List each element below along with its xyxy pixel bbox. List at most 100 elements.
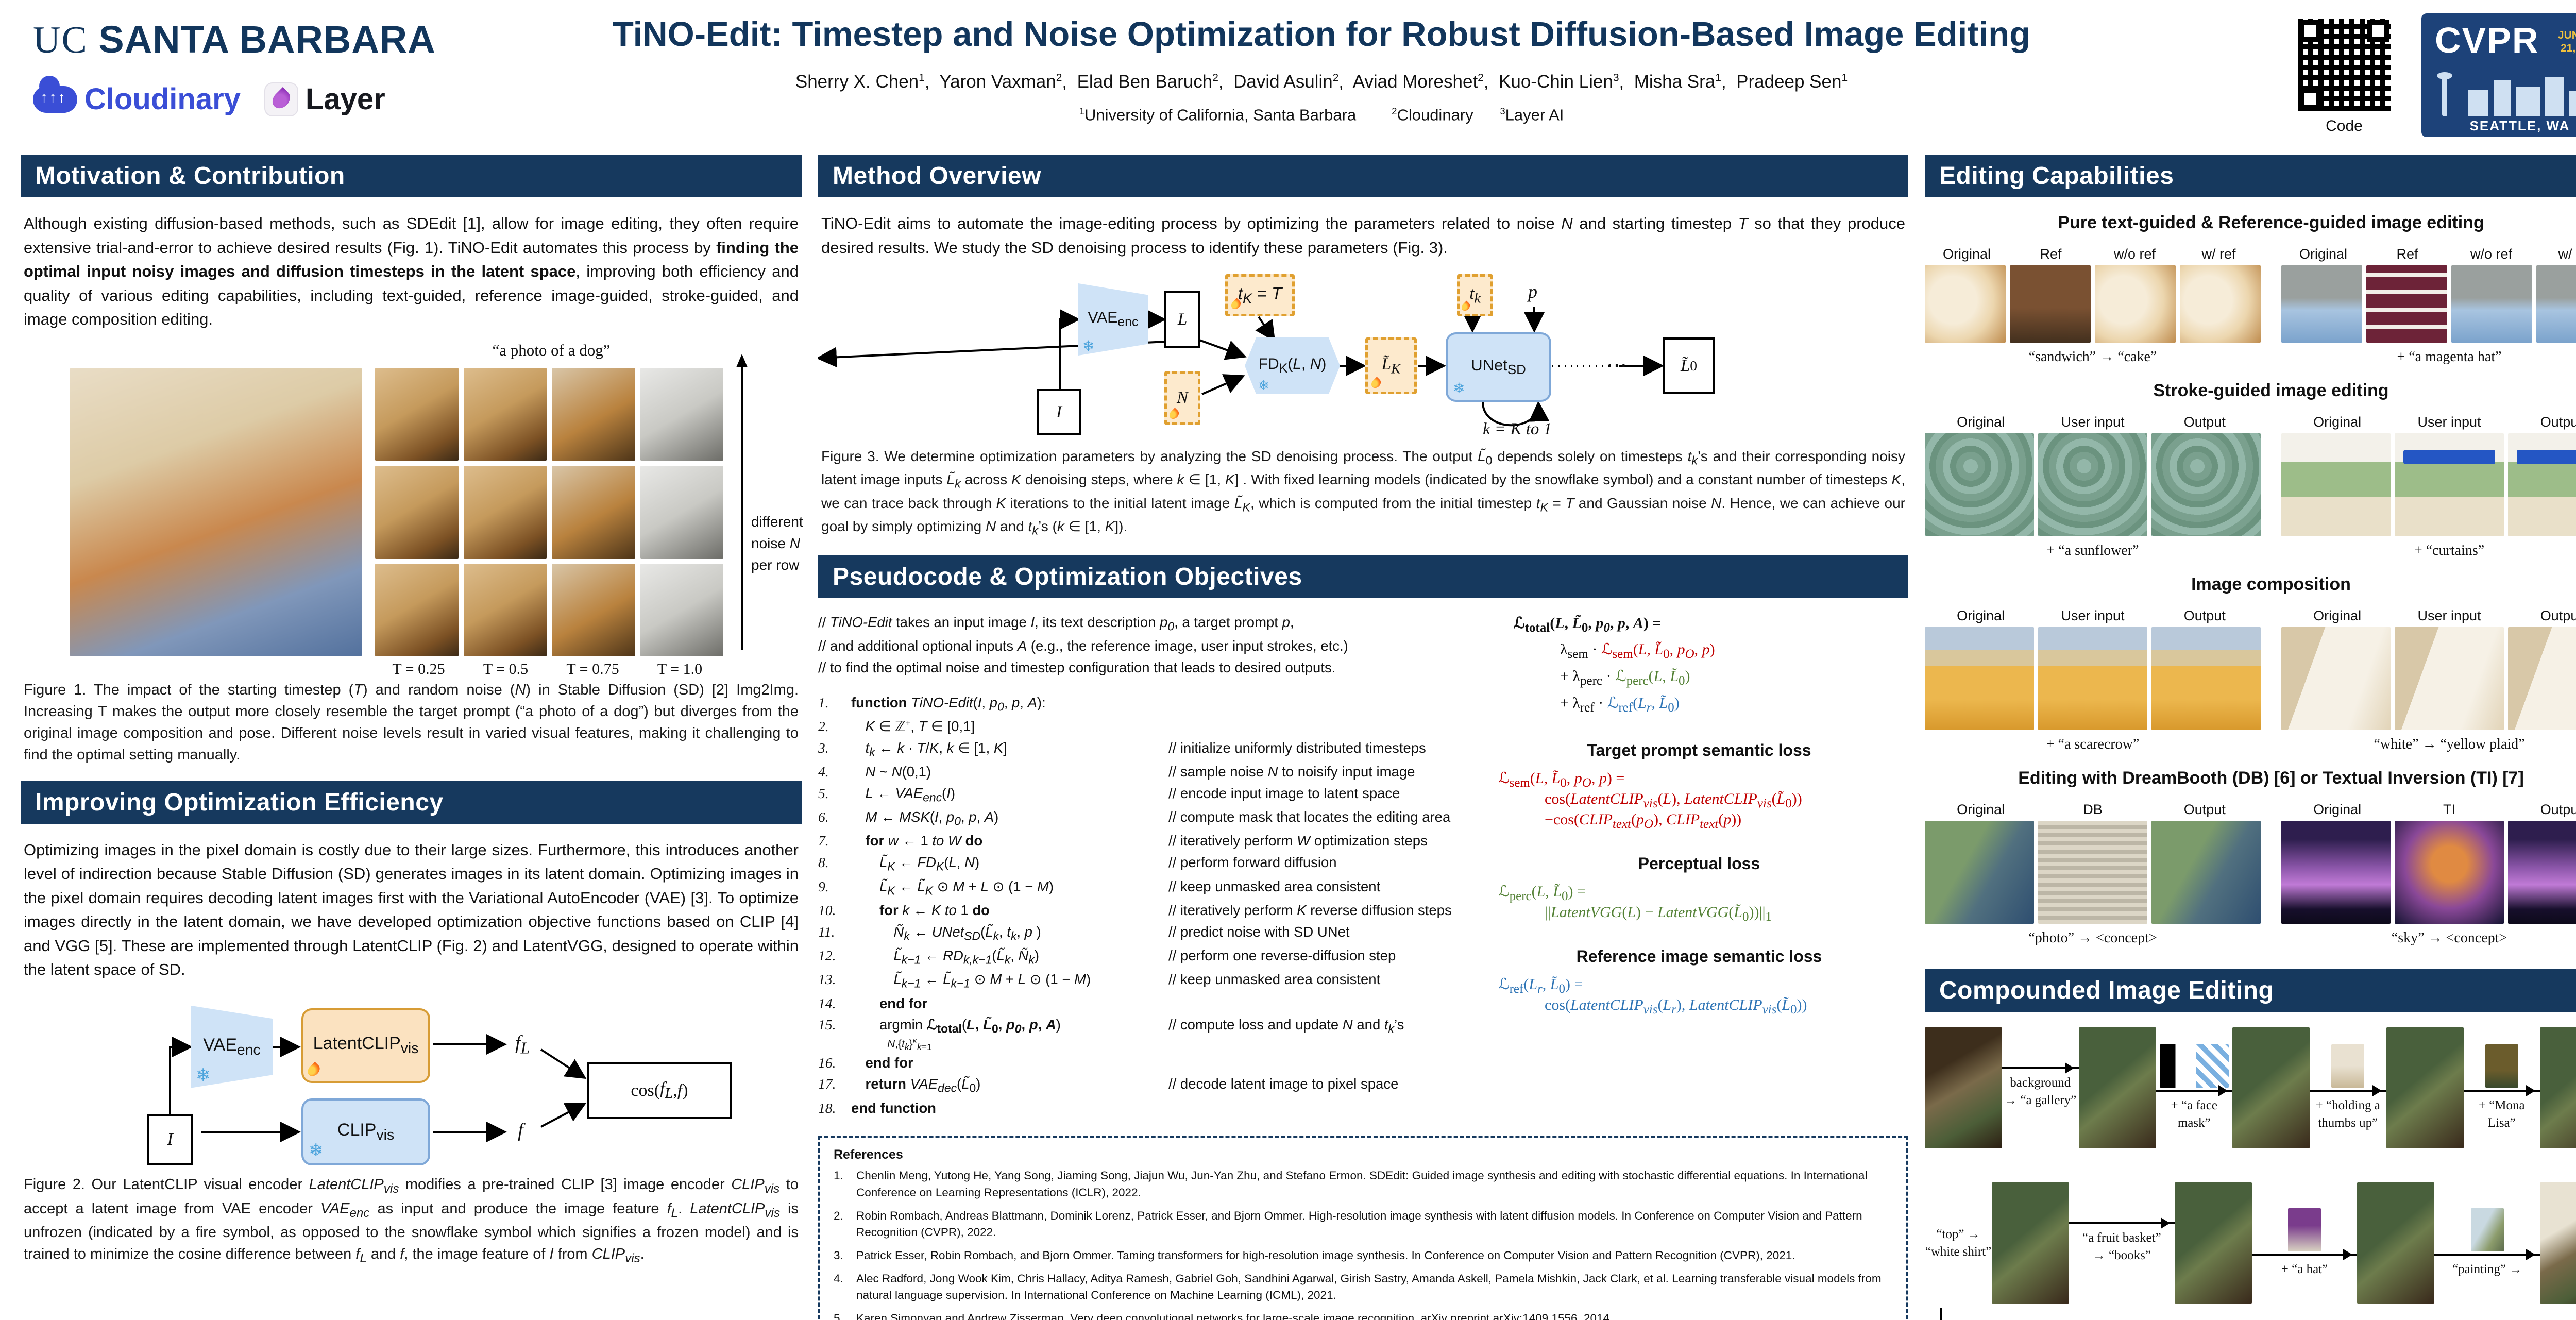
fig3-unet-node: UNetSD ❄	[1446, 332, 1551, 402]
group-caption: + “curtains”	[2414, 543, 2485, 559]
result-image	[2151, 627, 2261, 730]
result-image	[2536, 265, 2576, 343]
flow-side-label: “top” → “white shirt”	[1925, 1227, 1992, 1259]
arrow-right-icon	[2463, 1085, 2540, 1096]
fig3-input-image-node: I	[1037, 389, 1081, 435]
result-image	[2038, 433, 2147, 536]
dog-image	[463, 367, 547, 461]
pseudo-line: 7. for w ← 1 to W do// iteratively perfo…	[818, 833, 1428, 849]
figure2-arrows	[169, 1034, 587, 1142]
group-caption: + “a scarecrow”	[2046, 736, 2140, 752]
flow-step: “a fruit basket” → “books”	[2069, 1217, 2175, 1264]
thumbsup-ref-image	[2331, 1044, 2365, 1088]
motivation-paragraph: Although existing diffusion-based method…	[24, 212, 799, 332]
cvpr-name: CVPR	[2435, 20, 2539, 60]
fig3-vae-label: VAEenc	[1088, 309, 1139, 329]
result-image	[2508, 821, 2576, 924]
sunflower-group: Original User input Output + “a sunflower”	[1925, 405, 2261, 559]
column-right: Editing Capabilities Pure text-guided & …	[1925, 155, 2576, 1320]
section-motivation-title: Motivation & Contribution	[21, 155, 802, 197]
flow-image	[1925, 1027, 2002, 1148]
fig3-loop-label: k = K to 1	[1483, 420, 1552, 438]
vae-enc-node: VAEenc ❄	[191, 1005, 273, 1088]
pseudo-line: 8. L̃K ← FDK(L, N)// perform forward dif…	[818, 854, 1337, 873]
flow-label: background → “a gallery”	[2004, 1075, 2077, 1107]
arrow-right-icon	[2310, 1085, 2386, 1096]
ref-loss-formula: ℒref(Lr, L̃0) = cos(LatentCLIPvis(Lr), L…	[1498, 975, 1807, 1017]
section-method-title: Method Overview	[818, 155, 1908, 197]
dreambooth-groups: Original DB Output “photo” → <concept> Ori…	[1925, 792, 2576, 946]
qr-block: Code	[2293, 15, 2396, 135]
figure1-prompt-label: “a photo of a dog”	[492, 341, 611, 359]
result-image	[2151, 821, 2261, 924]
arrow-right-icon	[2156, 1085, 2232, 1096]
flow-label: + “a hat”	[2281, 1262, 2328, 1276]
flow-step: + “Mona Lisa”	[2463, 1044, 2540, 1132]
fig3-prompt-label: p	[1528, 281, 1537, 302]
pseudo-line: 16. end for	[818, 1054, 913, 1071]
fig3-vae-node: VAEenc ❄	[1078, 283, 1148, 356]
group-caption: “white” → “yellow plaid”	[2374, 736, 2525, 752]
fig3-tkT-label: tK = T	[1238, 283, 1282, 307]
sandwich-group: Original Ref w/o ref w/ ref “sandwich” → “c…	[1925, 237, 2261, 365]
flow-label: + “a face mask”	[2171, 1098, 2217, 1130]
t-label: T = 0.75	[566, 660, 619, 678]
sub-composition-title: Image composition	[2191, 574, 2351, 594]
figure2: VAEenc ❄ LatentCLIPvis CLIPvis ❄ I fL f …	[21, 995, 802, 1165]
flow-step: background → “a gallery”	[2002, 1062, 2079, 1109]
t-label: T = 0.5	[483, 660, 529, 678]
sub-dreambooth-title: Editing with DreamBooth (DB) [6] or Text…	[2018, 768, 2524, 788]
snowflake-icon: ❄	[1453, 380, 1465, 396]
flow-image	[2232, 1027, 2310, 1148]
latentclip-label: LatentCLIPvis	[313, 1034, 419, 1057]
feature-fl-label: fL	[515, 1031, 530, 1057]
pseudo-line: 14. end for	[818, 995, 928, 1011]
result-image	[2281, 627, 2391, 730]
pseudo-line: 9. L̃K ← L̃K ⊙ M + L ⊙ (1 − M)// keep un…	[818, 878, 1381, 898]
flow-image	[2386, 1027, 2464, 1148]
timestep-labels: T = 0.25 T = 0.5 T = 0.75 T = 1.0	[375, 661, 723, 678]
painting-ref-image	[2470, 1208, 2504, 1251]
reference-item: 3. Patrick Esser, Robin Rombach, and Bjor…	[834, 1248, 1795, 1262]
flow-label: “a fruit basket” → “books”	[2082, 1230, 2161, 1262]
textref-groups: Original Ref w/o ref w/ ref “sandwich” → “c…	[1925, 237, 2576, 365]
figure2-caption: Figure 2. Our LatentCLIP visual encoder …	[24, 1176, 799, 1266]
dog-image	[375, 367, 459, 461]
result-image	[2038, 627, 2147, 730]
flow-image	[1992, 1182, 2069, 1304]
result-image	[2281, 821, 2391, 924]
dog-image	[375, 563, 459, 656]
page-title: TiNO-Edit: Timestep and Noise Optimizati…	[612, 15, 2031, 54]
stroke-groups: Original User input Output + “a sunflower”…	[1925, 405, 2576, 559]
snowflake-icon: ❄	[1258, 378, 1269, 393]
result-image	[2395, 433, 2504, 536]
result-image	[2451, 265, 2532, 343]
t-label: T = 1.0	[657, 660, 703, 678]
flow-image	[2540, 1182, 2576, 1304]
clip-node: CLIPvis ❄	[301, 1098, 430, 1165]
column-middle: Method Overview TiNO-Edit aims to automa…	[818, 155, 1908, 1320]
qr-finder-icon	[2367, 20, 2389, 42]
reference-item: 5. Karen Simonyan and Andrew Zisserman. V…	[834, 1311, 1613, 1320]
fig3-lk-label: L̃K	[1381, 354, 1401, 377]
result-image	[2508, 627, 2576, 730]
fig3-tkT-node: tK = T	[1225, 274, 1295, 316]
pseudo-line: 3. tk ← k · T/K, k ∈ [1, K]// initialize…	[818, 739, 1426, 759]
t-label: T = 0.25	[392, 660, 445, 678]
result-image	[2395, 821, 2504, 924]
reference-item: 4. Alec Radford, Jong Wook Kim, Chris Hal…	[834, 1272, 1882, 1302]
fig3-tk-label: tk	[1469, 284, 1481, 306]
fig3-latent-node: L	[1164, 291, 1200, 348]
result-image	[2095, 265, 2176, 343]
flow-step: + “a face mask”	[2156, 1044, 2232, 1132]
title-block: TiNO-Edit: Timestep and Noise Optimizati…	[587, 14, 2056, 124]
figure1-caption: Figure 1. The impact of the starting tim…	[24, 681, 799, 763]
pseudocode-wrap: // TiNO-Edit takes an input image I, its…	[818, 612, 1908, 1119]
pseudo-line: 2. K ∈ ℤ+, T ∈ [0,1]	[818, 718, 975, 734]
qr-code-icon	[2295, 15, 2394, 114]
result-image	[2180, 265, 2261, 343]
cloudinary-logo-text: Cloudinary	[84, 82, 241, 116]
flow-image	[2540, 1027, 2576, 1148]
